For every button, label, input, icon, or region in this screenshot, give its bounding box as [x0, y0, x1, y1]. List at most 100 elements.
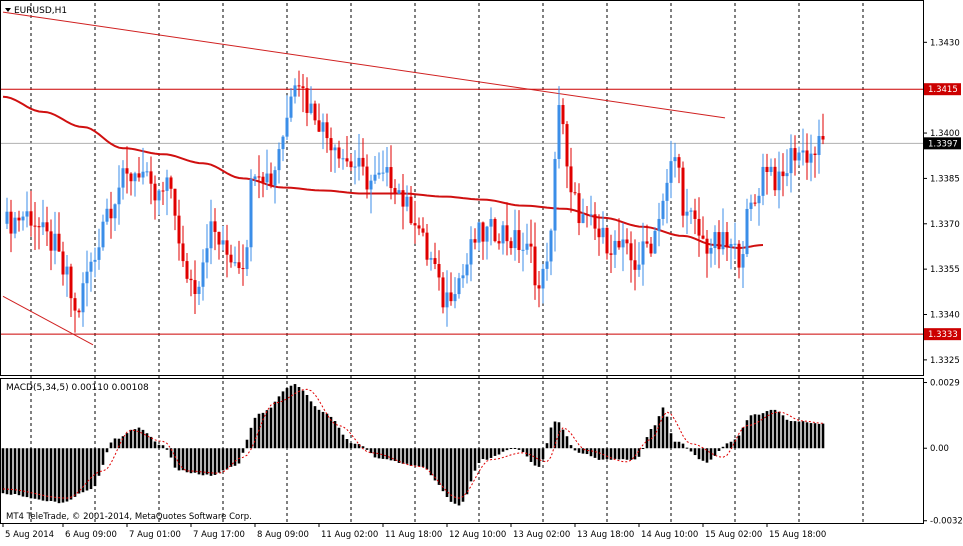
macd-histogram-bar [369, 448, 373, 454]
macd-histogram-bar [149, 436, 153, 449]
macd-histogram-bar [153, 441, 157, 449]
candle-bear [305, 88, 309, 113]
macd-histogram-bar [585, 448, 589, 455]
candle-bull [801, 150, 805, 153]
candle-bear [701, 235, 705, 239]
price-label-box [924, 328, 961, 341]
candle-bear [805, 150, 809, 163]
macd-histogram-bar [61, 448, 65, 503]
macd-histogram-bar [549, 427, 553, 449]
candle-bull [25, 211, 29, 217]
candle-bull [205, 248, 209, 263]
candle-bear [389, 167, 393, 189]
time-tick-label: 7 Aug 01:00 [129, 530, 181, 540]
candle-bull [369, 180, 373, 190]
candle-bull [381, 172, 385, 174]
macd-histogram-bar [813, 423, 817, 449]
macd-histogram-bar [329, 416, 333, 449]
macd-histogram-bar [465, 448, 469, 495]
macd-histogram-bar [801, 421, 805, 449]
macd-histogram-bar [93, 448, 97, 487]
candle-bull [525, 243, 529, 250]
candle-bull [445, 292, 449, 308]
macd-histogram-bar [525, 448, 529, 457]
candle-bull [5, 211, 9, 224]
macd-histogram-bar [529, 448, 533, 462]
candle-bear [649, 243, 653, 254]
macd-histogram-bar [161, 445, 165, 449]
macd-histogram-bar [353, 443, 357, 449]
candle-bull [93, 259, 97, 262]
macd-histogram-bar [337, 427, 341, 449]
macd-histogram-bar [809, 423, 813, 449]
candle-bear [421, 228, 425, 233]
macd-histogram-bar [641, 447, 645, 449]
symbol-dropdown-icon[interactable] [5, 8, 11, 12]
macd-histogram-bar [433, 448, 437, 481]
macd-histogram-bar [117, 438, 121, 449]
trendline[interactable] [2, 295, 94, 346]
macd-histogram-bar [181, 448, 185, 471]
macd-histogram-bar [741, 427, 745, 449]
time-tick-label: 13 Aug 02:00 [513, 530, 570, 540]
macd-histogram-bar [737, 435, 741, 449]
candle-bear [393, 188, 397, 194]
macd-histogram-bar [253, 417, 257, 449]
candle-bear [241, 268, 245, 270]
candle-bear [561, 105, 565, 125]
trendline[interactable] [2, 11, 726, 119]
price-tick-label: 1.3385 [930, 174, 960, 184]
candle-bull [85, 271, 89, 284]
candle-bear [537, 285, 541, 289]
moving-average-line [2, 95, 764, 250]
macd-histogram-bar [621, 448, 625, 460]
macd-histogram-bar [769, 409, 773, 449]
macd-histogram-bar [469, 448, 473, 482]
candle-bear [337, 147, 341, 159]
macd-histogram-bar [221, 448, 225, 471]
macd-histogram-bar [457, 448, 461, 506]
candle-bear [189, 278, 193, 281]
candle-bull [657, 218, 661, 231]
price-label-box [924, 137, 961, 150]
macd-histogram-bar [361, 446, 365, 449]
macd-histogram-bar [417, 448, 421, 467]
candle-bear [505, 225, 509, 242]
macd-histogram-bar [577, 448, 581, 453]
macd-histogram-bar [69, 448, 73, 500]
macd-histogram-bar [473, 448, 477, 471]
candle-bull [733, 243, 737, 245]
macd-histogram-bar [165, 448, 169, 450]
macd-histogram-bar [365, 448, 369, 450]
macd-histogram-bar [537, 448, 541, 467]
candle-bull [553, 158, 557, 231]
candle-bear [297, 85, 301, 87]
macd-histogram-bar [453, 448, 457, 504]
candle-bear [781, 171, 785, 177]
macd-histogram-bar [421, 448, 425, 467]
candle-bear [181, 243, 185, 262]
macd-histogram-bar [129, 429, 133, 449]
candle-bull [689, 210, 693, 212]
macd-histogram-bar [781, 415, 785, 449]
candle-bear [633, 260, 637, 270]
candle-bear [257, 176, 261, 178]
macd-histogram-bar [105, 448, 109, 453]
candle-bear [593, 214, 597, 229]
candle-bear [717, 232, 721, 250]
macd-histogram-bar [261, 412, 265, 449]
candle-bull [613, 240, 617, 255]
candle-bull [89, 261, 93, 272]
macd-histogram-bar [305, 394, 309, 449]
candle-bull [341, 158, 345, 160]
candle-bull [713, 232, 717, 248]
macd-histogram-bar [357, 444, 361, 449]
macd-histogram-bar [521, 448, 525, 453]
candle-bull [13, 217, 17, 234]
candle-bear [433, 258, 437, 264]
candle-bear [237, 262, 241, 269]
macd-histogram-bar [481, 448, 485, 460]
macd-histogram-bar [341, 434, 345, 449]
candle-bull [785, 173, 789, 177]
